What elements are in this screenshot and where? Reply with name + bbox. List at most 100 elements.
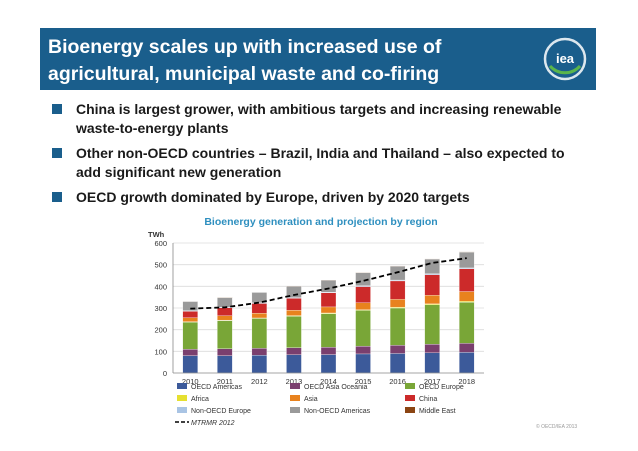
legend-label: Non-OECD Europe — [191, 408, 251, 415]
bar-segment — [286, 310, 302, 316]
bar-segment — [459, 268, 475, 292]
bullet-item: Other non-OECD countries – Brazil, India… — [52, 144, 592, 182]
x-tick-label: 2010 — [182, 377, 199, 386]
y-tick-label: 300 — [154, 304, 167, 313]
legend-swatch — [405, 395, 415, 401]
y-tick-label: 200 — [154, 326, 167, 335]
bar-segment — [251, 355, 268, 374]
bar-segment — [217, 297, 233, 308]
bullet-list: China is largest grower, with ambitious … — [52, 100, 592, 213]
legend-swatch — [405, 407, 415, 413]
bar-segment — [320, 280, 337, 293]
bullet-square-icon — [52, 148, 62, 158]
x-tick-label: 2018 — [458, 377, 475, 386]
bar-segment — [424, 344, 440, 353]
legend-swatch — [290, 407, 300, 413]
bar-segment — [459, 301, 475, 344]
bar-segment — [355, 310, 371, 347]
copyright-notice: © OECD/IEA 2013 — [536, 424, 578, 430]
x-tick-label: 2017 — [424, 377, 441, 386]
x-tick-label: 2013 — [286, 377, 303, 386]
bar-segment — [424, 274, 440, 296]
bar-segment — [286, 316, 302, 348]
legend-label: Asia — [304, 396, 318, 403]
legend-label: OECD Europe — [419, 384, 464, 391]
bar-segment — [286, 347, 302, 355]
bar-segment — [355, 353, 371, 374]
bar-segment — [389, 280, 406, 300]
bullet-text: China is largest grower, with ambitious … — [76, 101, 562, 136]
legend-label: OECD Asia Oceania — [304, 384, 368, 391]
bar-segment — [459, 352, 475, 374]
bar-segment — [182, 321, 198, 350]
legend-swatch — [405, 383, 415, 389]
trend-line — [190, 257, 467, 310]
bar-segment — [459, 291, 475, 302]
chart-title: Bioenergy generation and projection by r… — [204, 216, 437, 228]
title-banner: Bioenergy scales up with increased use o… — [40, 28, 596, 90]
legend-label: MTRMR 2012 — [191, 420, 235, 427]
bar-segment — [217, 355, 233, 374]
bar-segment — [424, 304, 440, 345]
legend-label: Middle East — [419, 408, 456, 415]
bar-segment — [424, 295, 440, 305]
y-tick-label: 0 — [163, 369, 167, 378]
trend-line-group — [190, 257, 467, 310]
legend: OECD Americas OECD Asia Oceania OECD Europ… — [175, 383, 464, 427]
legend-swatch — [290, 383, 300, 389]
y-tick-label: 600 — [154, 239, 167, 248]
bullet-square-icon — [52, 104, 62, 114]
y-tick-label: 100 — [154, 347, 167, 356]
bullet-square-icon — [52, 192, 62, 202]
bar-segment — [217, 315, 233, 321]
bar-segment — [182, 301, 198, 311]
bar-segment — [424, 258, 440, 274]
legend-swatch — [177, 395, 187, 401]
legend-label: Africa — [191, 396, 209, 403]
x-tick-label: 2015 — [355, 377, 372, 386]
bar-segment — [389, 353, 406, 374]
bar-segment — [251, 348, 268, 356]
bar-segment — [424, 352, 440, 374]
bar-segment — [182, 355, 198, 374]
bar-segment — [182, 311, 198, 318]
bar-segment — [355, 345, 371, 355]
bullet-text: OECD growth dominated by Europe, driven … — [76, 189, 470, 205]
bar-segment — [389, 345, 406, 354]
bar-segment — [217, 307, 233, 316]
bar-segment — [355, 302, 371, 310]
axes-group: 0 100 200 300 400 500 600 2010 2011 2012 2013 2014 2… — [154, 239, 484, 386]
bar-segment — [251, 318, 268, 349]
legend-label: Non-OECD Americas — [304, 408, 371, 415]
bar-segment — [251, 313, 268, 319]
bar-segment — [320, 354, 337, 374]
slide-title: Bioenergy scales up with increased use o… — [48, 36, 442, 85]
bar-segment — [251, 303, 268, 314]
bar-segment — [320, 347, 337, 355]
bullet-item: China is largest grower, with ambitious … — [52, 100, 592, 138]
bar-segment — [182, 349, 198, 356]
legend-label: China — [419, 396, 437, 403]
bullet-text: Other non-OECD countries – Brazil, India… — [76, 145, 565, 180]
x-tick-label: 2014 — [320, 377, 337, 386]
y-tick-label: 400 — [154, 282, 167, 291]
bar-segment — [320, 306, 337, 314]
x-tick-label: 2012 — [251, 377, 268, 386]
legend-label: OECD Americas — [191, 384, 242, 391]
bar-segment — [459, 251, 475, 269]
bar-segment — [217, 348, 233, 356]
logo-text: iea — [556, 51, 575, 66]
bullet-item: OECD growth dominated by Europe, driven … — [52, 188, 592, 207]
bars-group — [182, 251, 475, 374]
bar-segment — [286, 298, 302, 311]
legend-swatch — [177, 383, 187, 389]
y-axis-unit: TWh — [148, 230, 165, 239]
bar-segment — [389, 299, 406, 308]
bar-segment — [320, 313, 337, 348]
iea-logo-icon: iea — [543, 37, 587, 81]
x-tick-label: 2011 — [217, 377, 233, 386]
legend-swatch — [290, 395, 300, 401]
legend-swatch — [177, 407, 187, 413]
y-tick-label: 500 — [154, 261, 167, 270]
